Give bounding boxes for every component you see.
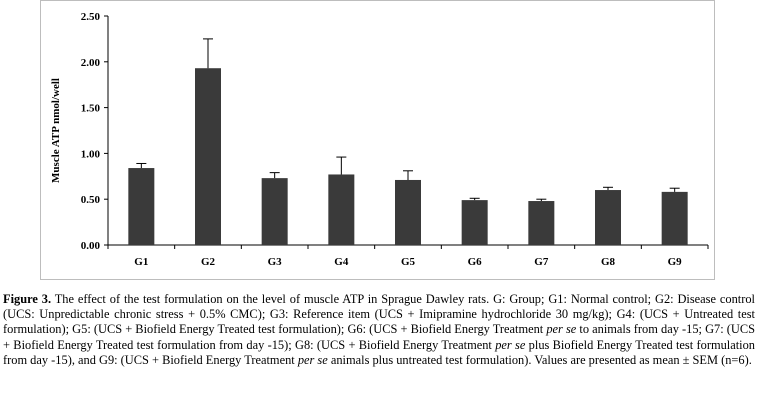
chart-figure: 0.00 0.50 1.00 1.50 2.00 2.50 G1 G2 G3 G4 G5 G6 G7 G8…	[40, 0, 715, 280]
figure-caption: Figure 3. The effect of the test formula…	[3, 292, 755, 368]
x-tick-label: G4	[334, 256, 349, 268]
x-tick-label: G7	[534, 256, 549, 268]
x-tick-label: G3	[268, 256, 283, 268]
x-tick-label: G6	[468, 256, 483, 268]
caption-label: Figure 3.	[3, 292, 52, 306]
bar-g5	[395, 179, 421, 245]
bar-chart: 0.00 0.50 1.00 1.50 2.00 2.50 G1 G2 G3 G4 G5 G6 G7 G8…	[50, 11, 709, 268]
y-axis-title: Muscle ATP nmol/well	[50, 78, 62, 183]
y-tick-label: 2.00	[81, 57, 101, 69]
caption-segment: The effect of the test formulation on th…	[3, 292, 755, 337]
x-tick-label: G8	[601, 256, 616, 268]
bar-g6	[461, 200, 488, 245]
caption-body: The effect of the test formulation on th…	[3, 292, 755, 367]
caption-segment: animals plus untreated test formulation)…	[327, 352, 752, 367]
y-tick-label: 1.50	[81, 103, 101, 115]
caption-segment: per se	[495, 337, 526, 352]
y-tick-label: 2.50	[81, 11, 101, 23]
bar-g1	[128, 168, 155, 245]
y-tick-label: 1.00	[81, 148, 101, 160]
bar-g8	[595, 190, 621, 245]
x-tick-label: G1	[134, 256, 148, 268]
bar-g4	[328, 174, 355, 245]
caption-segment: plus Biofield Energy Treated test formul…	[3, 337, 756, 367]
x-tick-label: G9	[668, 256, 683, 268]
bar-g2	[195, 68, 221, 245]
x-tick-label: G5	[401, 256, 416, 268]
caption-segment: per se	[546, 322, 577, 337]
bar-g3	[261, 178, 288, 245]
caption-segment: per se	[297, 352, 328, 367]
x-tick-label: G2	[201, 256, 216, 268]
y-tick-label: 0.00	[81, 240, 101, 252]
y-tick-label: 0.50	[81, 194, 101, 206]
caption-segment: to animals from day -15; G7: (UCS + Biof…	[3, 322, 755, 352]
bar-g7	[528, 201, 555, 245]
bar-g9	[661, 191, 688, 245]
